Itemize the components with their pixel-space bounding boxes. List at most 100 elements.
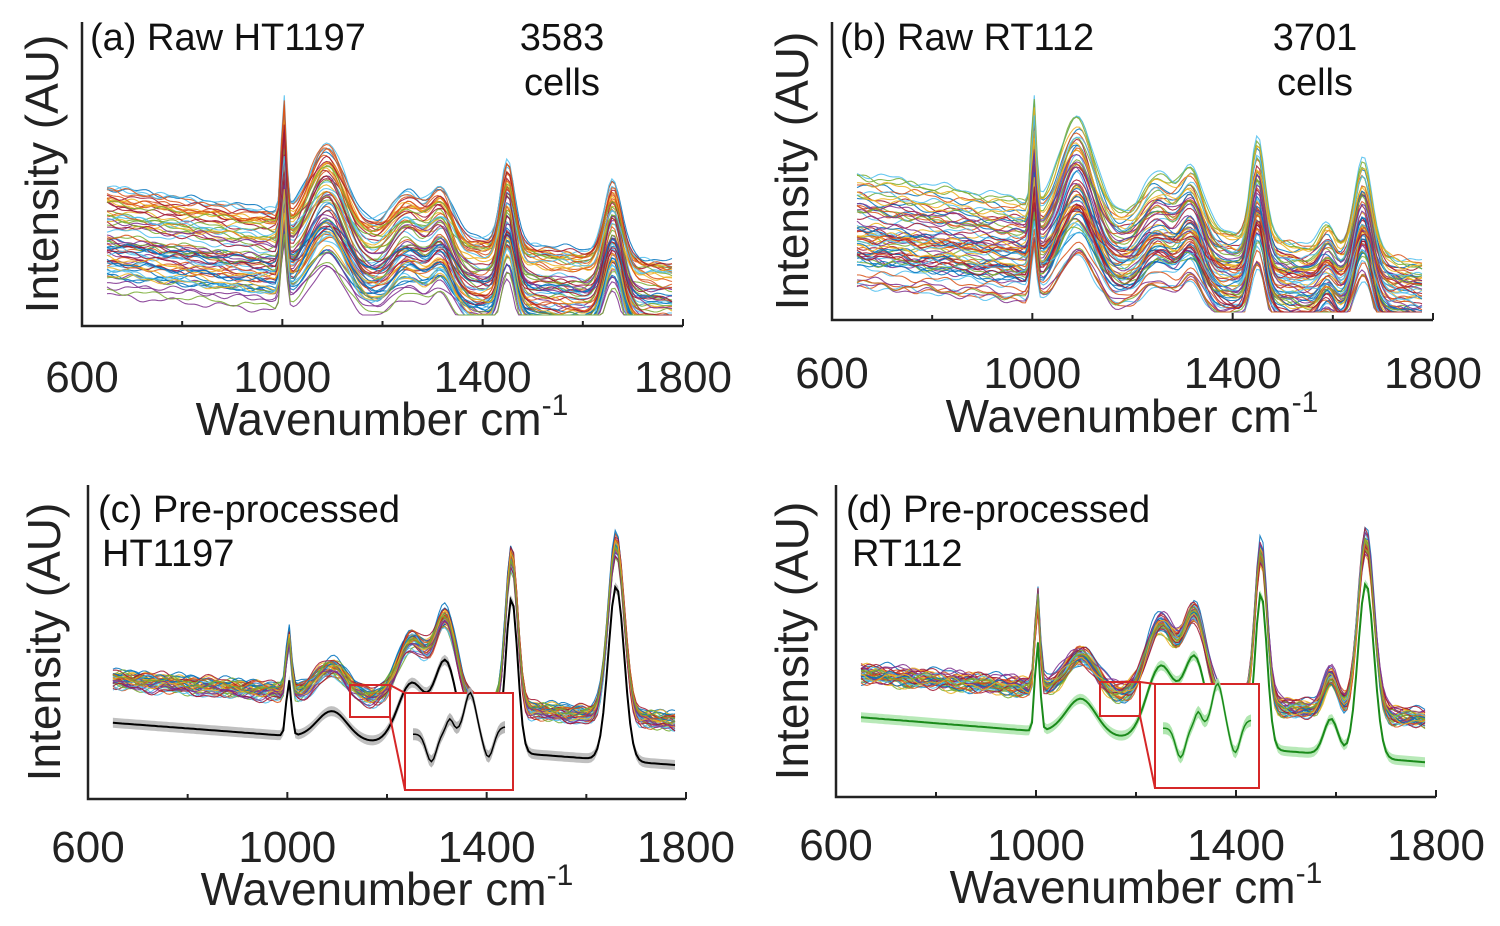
panel-b: 600 1000 1400 1800 (b) Raw RT112 3701 cells… [766,17,1482,442]
panel-b-cell-unit: cells [1277,62,1353,104]
panel-b-spectrum-11 [856,147,1423,278]
panel-d-plot-area [860,526,1426,789]
panel-d-xtick-label-1400: 1400 [1187,821,1285,870]
panel-d-xlabel-text: Wavenumber cm [950,861,1296,913]
panel-d-ticks: 600 1000 1400 1800 [799,790,1485,870]
panel-a-spectrum-14 [106,112,673,262]
panel-a-spectrum-69 [106,129,672,316]
panel-a-ticks: 600 1000 1400 1800 [45,319,732,402]
panel-a-spectrum-65 [106,189,672,316]
panel-c-spectrum-24 [112,554,676,732]
panel-c-ticks: 600 1000 1400 1800 [51,792,735,872]
panel-c-ylabel: Intensity (AU) [18,503,70,782]
panel-a-cell-count: 3583 [520,17,605,59]
panel-d-axes [834,485,1436,799]
panel-a-xtick-label-1400: 1400 [434,353,532,402]
panel-d: 600 1000 1400 1800 (d) Pre-processed RT112 … [766,485,1485,913]
panel-a-spectrum-57 [106,104,673,289]
panel-b-spectrum-66 [856,152,1423,310]
panel-a: 600 1000 1400 1800 (a) Raw HT1197 3583 cell… [16,17,732,445]
panel-a-spectrum-59 [106,185,673,301]
panel-c-spectrum-11 [112,555,676,732]
panel-b-plot-area [856,95,1423,313]
panel-b-title: (b) Raw RT112 [840,17,1094,59]
panel-b-spectrum-30 [856,172,1423,284]
panel-c-plot-area [112,528,676,791]
panel-b-spectrum-40 [856,95,1423,263]
panel-b-spectrum-63 [856,152,1422,313]
panel-c-xlabel: Wavenumber cm-1 [201,859,574,915]
panel-a-spectrum-67 [106,233,672,316]
panel-a-xlabel-sup: -1 [542,389,569,422]
panel-a-spectrum-68 [106,155,673,275]
panel-a-spectrum-63 [106,191,673,299]
panel-a-xtick-label-600: 600 [45,353,118,402]
panel-c-xlabel-sup: -1 [547,859,574,892]
panel-b-spectrum-46 [856,99,1423,267]
panel-b-xlabel: Wavenumber cm-1 [946,386,1319,442]
panel-b-spectrum-56 [856,172,1422,313]
panel-d-ylabel: Intensity (AU) [766,502,818,781]
panel-d-xlabel-sup: -1 [1296,857,1323,890]
panel-a-spectrum-10 [106,155,672,316]
panel-d-zoom-source-box [1099,681,1141,717]
panel-b-spectrum-44 [856,130,1423,281]
panel-c-spectrum-34 [112,554,676,732]
panel-c-xtick-label-1400: 1400 [438,823,536,872]
panel-a-spectrum-55 [106,154,672,316]
panel-c-spectrum-5 [112,554,676,729]
panel-b-spectrum-51 [856,107,1423,270]
panel-c-mean-spectrum [112,584,676,766]
panel-d-zoom-connector-bottom [1139,715,1156,789]
panel-c-title: (c) Pre-processed [98,489,400,531]
panel-a-cell-unit: cells [524,62,600,104]
panel-b-xlabel-text: Wavenumber cm [946,390,1292,442]
panel-c-spectrum-37 [112,539,676,728]
panel-c-spectrum-12 [112,554,676,732]
panel-b-cell-count: 3701 [1273,17,1358,59]
panel-b-xtick-label-1800: 1800 [1384,349,1482,398]
panel-b-xtick-label-1000: 1000 [983,349,1081,398]
panel-d-title-line2: RT112 [852,533,963,575]
panel-b-xtick-label-600: 600 [795,349,868,398]
panel-b-spectrum-45 [856,169,1422,313]
panel-b-spectrum-36 [856,228,1422,313]
panel-c-xtick-label-1800: 1800 [637,823,735,872]
panel-d-zoom-mean [1163,682,1252,759]
panel-b-spectrum-65 [856,138,1423,265]
panel-a-title: (a) Raw HT1197 [90,17,366,59]
panel-a-spectrum-66 [106,131,673,310]
panel-c: 600 1000 1400 1800 (c) Pre-processed HT1197… [18,485,735,915]
panel-b-spectrum-42 [856,184,1423,280]
panel-a-xtick-label-1000: 1000 [233,353,331,402]
panel-d-xtick-label-1800: 1800 [1387,821,1485,870]
panel-d-mean-spectrum [860,581,1426,764]
panel-a-spectrum-48 [106,199,673,302]
panel-a-spectrum-46 [106,133,673,307]
panel-a-xlabel-text: Wavenumber cm [196,393,542,445]
panel-c-spectrum-30 [112,548,676,727]
panel-a-spectrum-4 [106,119,673,305]
panel-c-spectrum-7 [112,551,676,726]
panel-d-zoom-connector-top [1139,681,1156,685]
panel-c-zoom-mean [413,691,506,763]
panel-c-zoom-source-box [349,684,391,718]
panel-b-spectrum-64 [856,194,1423,288]
panel-d-title: (d) Pre-processed [846,489,1150,531]
panel-c-zoom-connector-bottom [389,716,406,791]
panel-c-zoom-connector-top [389,684,406,694]
panel-b-spectrum-59 [856,148,1423,290]
panel-d-spectrum-39 [861,536,1426,721]
panel-c-spectrum-38 [112,551,676,728]
panel-b-spectrum-69 [856,186,1422,313]
panel-a-xtick-label-1800: 1800 [634,353,732,402]
panel-b-spectrum-61 [856,115,1423,277]
panel-d-spectrum-28 [860,541,1426,727]
panel-c-title-line2: HT1197 [102,533,234,575]
panel-b-spectrum-53 [856,141,1423,286]
panel-b-ylabel: Intensity (AU) [766,32,818,311]
panel-c-spectrum-39 [112,544,676,724]
panel-a-spectrum-64 [106,100,673,283]
panel-b-xlabel-sup: -1 [1292,386,1319,419]
